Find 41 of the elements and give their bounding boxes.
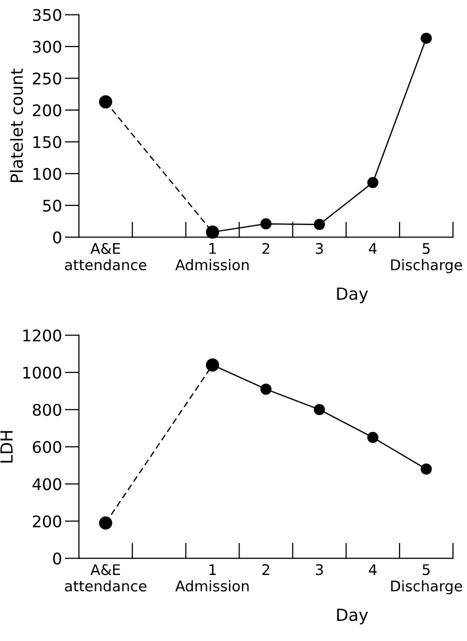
point bbox=[420, 464, 432, 475]
y-tick-label: 200 bbox=[32, 104, 62, 116]
point bbox=[367, 432, 378, 444]
point bbox=[367, 176, 378, 188]
y-tick-label: 1000 bbox=[23, 366, 62, 379]
x-tick-label: 3 bbox=[316, 242, 323, 254]
point bbox=[99, 516, 112, 530]
y-tick-label: 350 bbox=[32, 8, 62, 22]
point bbox=[99, 95, 112, 108]
y-tick-label: 200 bbox=[32, 515, 62, 528]
x-tick-label: 2 bbox=[262, 242, 270, 254]
y-tick-label: 800 bbox=[32, 404, 62, 416]
y-axis-title: Platelet count bbox=[10, 68, 23, 182]
y-tick-label: 300 bbox=[32, 40, 62, 53]
x-tick-label: 1 Admission bbox=[175, 564, 249, 592]
y-tick-label: 50 bbox=[43, 200, 62, 212]
y-tick-label: 1200 bbox=[23, 329, 62, 342]
y-tick-label: 400 bbox=[32, 478, 62, 490]
point bbox=[314, 404, 325, 416]
x-tick-label: 5 Discharge bbox=[391, 564, 462, 594]
x-tick-label: 5 Discharge bbox=[391, 243, 462, 274]
x-axis-title: Day bbox=[337, 608, 368, 624]
point bbox=[260, 384, 272, 395]
y-tick-label: 0 bbox=[53, 231, 62, 244]
x-tick-label: 1 Admission bbox=[175, 243, 249, 270]
x-tick-label: A&E attendance bbox=[65, 242, 146, 270]
point bbox=[420, 32, 432, 44]
y-tick-label: 100 bbox=[34, 168, 62, 180]
y-tick-label: 250 bbox=[32, 72, 62, 85]
x-tick-label: A&E attendance bbox=[65, 564, 146, 592]
y-tick-label: 150 bbox=[34, 136, 62, 148]
y-axis-title: LDH bbox=[0, 431, 13, 462]
x-tick-label: 4 bbox=[368, 564, 377, 575]
point bbox=[314, 218, 325, 230]
x-tick-label: 3 bbox=[316, 564, 323, 576]
point bbox=[260, 218, 272, 230]
x-tick-label: 4 bbox=[368, 243, 377, 254]
x-axis-title: Day bbox=[337, 288, 368, 304]
y-tick-label: 0 bbox=[53, 552, 62, 565]
x-tick-label: 2 bbox=[262, 564, 270, 575]
y-tick-label: 600 bbox=[32, 440, 62, 454]
